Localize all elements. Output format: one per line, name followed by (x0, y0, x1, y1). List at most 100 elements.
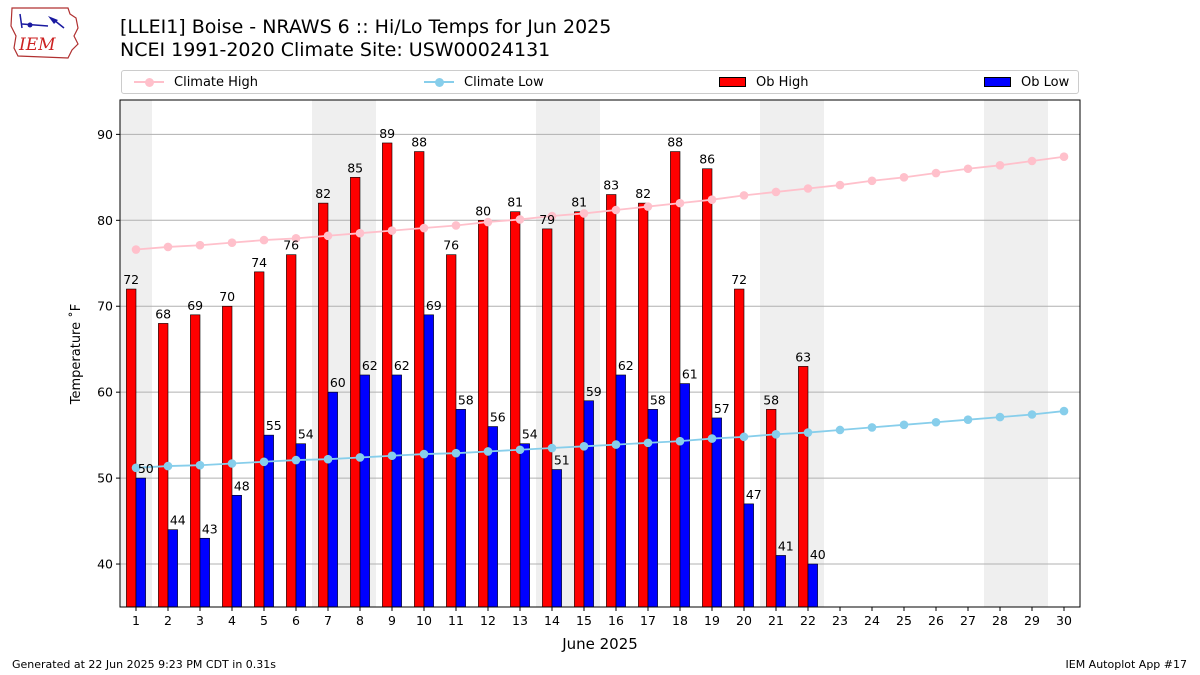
ob-low-label-13: 54 (522, 427, 538, 442)
climate-high-point-8 (355, 228, 365, 238)
x-tick-label-11: 11 (448, 613, 464, 628)
ob-high-bar-12 (478, 220, 489, 608)
legend-climate-low-label: Climate Low (464, 74, 544, 90)
climate-high-point-11 (451, 221, 461, 230)
app-footer: IEM Autoplot App #17 (1065, 658, 1188, 671)
climate-high-point-20 (739, 191, 749, 200)
ob-low-label-5: 55 (266, 418, 282, 433)
x-tick-label-14: 14 (544, 613, 560, 628)
y-tick-label-40: 40 (97, 557, 113, 572)
ob-high-bar-9 (382, 142, 393, 608)
x-tick-label-20: 20 (736, 613, 752, 628)
climate-high-point-3 (195, 240, 205, 250)
climate-low-point-19 (707, 434, 717, 443)
x-tick-label-27: 27 (960, 613, 976, 628)
x-tick-label-12: 12 (480, 613, 496, 628)
climate-low-point-4 (227, 459, 237, 468)
climate-low-point-13 (515, 445, 525, 455)
ob-low-bar-1 (135, 477, 146, 608)
x-tick-label-7: 7 (324, 613, 332, 628)
climate-high-point-24 (867, 176, 877, 186)
climate-low-point-1 (131, 463, 141, 473)
climate-high-point-16 (611, 205, 621, 215)
ob-high-label-7: 82 (315, 186, 331, 201)
y-tick-label-70: 70 (97, 299, 113, 314)
y-tick-label-60: 60 (97, 385, 113, 400)
ob-low-label-3: 43 (202, 521, 218, 536)
ob-low-label-9: 62 (394, 358, 410, 373)
y-axis-label: Temperature ˚F (68, 304, 84, 405)
ob-high-bar-6 (286, 254, 297, 608)
ob-high-bar-18 (670, 151, 681, 608)
ob-low-label-10: 69 (426, 298, 442, 313)
ob-low-label-2: 44 (170, 513, 186, 528)
ob-high-label-14: 79 (539, 212, 555, 227)
legend-ob-low-label: Ob Low (1021, 74, 1070, 90)
climate-high-point-5 (259, 235, 269, 245)
chart-title: [LLEI1] Boise - NRAWS 6 :: Hi/Lo Temps f… (120, 16, 612, 38)
weekend-shade-day-29 (1016, 100, 1048, 607)
ob-low-label-11: 58 (458, 392, 474, 407)
ob-high-bar-14 (542, 228, 553, 608)
climate-low-point-28 (995, 412, 1005, 422)
ob-high-bar-19 (702, 168, 713, 608)
y-tick-label-80: 80 (97, 213, 113, 228)
climate-low-point-2 (163, 461, 173, 471)
legend-climate-low-swatch (424, 77, 454, 87)
climate-low-point-24 (867, 423, 877, 432)
x-tick-label-8: 8 (356, 613, 364, 628)
ob-low-label-7: 60 (330, 375, 346, 390)
climate-low-point-26 (931, 417, 941, 427)
ob-high-bar-13 (510, 211, 521, 608)
legend-ob-low-swatch (984, 77, 1011, 87)
climate-high-point-23 (835, 180, 845, 190)
ob-low-label-1: 50 (138, 461, 154, 476)
climate-high-point-25 (899, 173, 909, 182)
climate-low-point-5 (259, 457, 269, 467)
ob-high-label-13: 81 (507, 195, 523, 210)
x-tick-label-13: 13 (512, 613, 528, 628)
ob-low-label-19: 57 (714, 401, 730, 416)
ob-high-label-1: 72 (123, 272, 139, 287)
climate-high-point-15 (579, 209, 589, 218)
legend-climate-high: Climate High (134, 71, 258, 93)
x-tick-label-10: 10 (416, 613, 432, 628)
climate-low-point-16 (611, 440, 621, 449)
climate-high-point-17 (643, 202, 653, 211)
ob-high-bar-5 (254, 271, 265, 608)
climate-high-line (135, 155, 1065, 251)
x-tick-label-2: 2 (164, 613, 172, 628)
ob-high-bar-20 (734, 288, 745, 608)
climate-high-point-21 (771, 187, 781, 197)
x-tick-label-19: 19 (704, 613, 720, 628)
climate-high-point-19 (707, 195, 717, 204)
ob-high-bar-7 (318, 202, 329, 608)
climate-high-point-30 (1059, 152, 1069, 162)
climate-low-point-10 (419, 449, 429, 459)
legend-ob-low: Ob Low (984, 71, 1069, 93)
chart-subtitle: NCEI 1991-2020 Climate Site: USW00024131 (120, 39, 551, 61)
ob-low-bar-6 (295, 443, 306, 608)
plot-frame (119, 99, 1081, 608)
ob-low-label-22: 40 (810, 547, 826, 562)
ob-high-bar-15 (574, 211, 585, 608)
climate-low-point-20 (739, 432, 749, 442)
generated-footer: Generated at 22 Jun 2025 9:23 PM CDT in … (12, 658, 277, 671)
legend: Climate High Climate Low Ob High Ob Low (121, 70, 1079, 94)
ob-high-label-15: 81 (571, 195, 587, 210)
climate-low-point-23 (835, 425, 845, 435)
ob-low-label-20: 47 (746, 487, 762, 502)
ob-high-label-21: 58 (763, 392, 779, 407)
x-tick-label-16: 16 (608, 613, 624, 628)
ob-high-label-4: 70 (219, 289, 235, 304)
ob-high-label-10: 88 (411, 135, 427, 150)
x-tick-label-22: 22 (800, 613, 816, 628)
x-tick-label-5: 5 (260, 613, 268, 628)
ob-low-bar-15 (583, 400, 594, 608)
logo-text: IEM (18, 35, 56, 55)
legend-ob-high-swatch (719, 77, 746, 87)
x-tick-label-26: 26 (928, 613, 944, 628)
x-tick-label-28: 28 (992, 613, 1008, 628)
ob-low-bar-22 (807, 563, 818, 608)
